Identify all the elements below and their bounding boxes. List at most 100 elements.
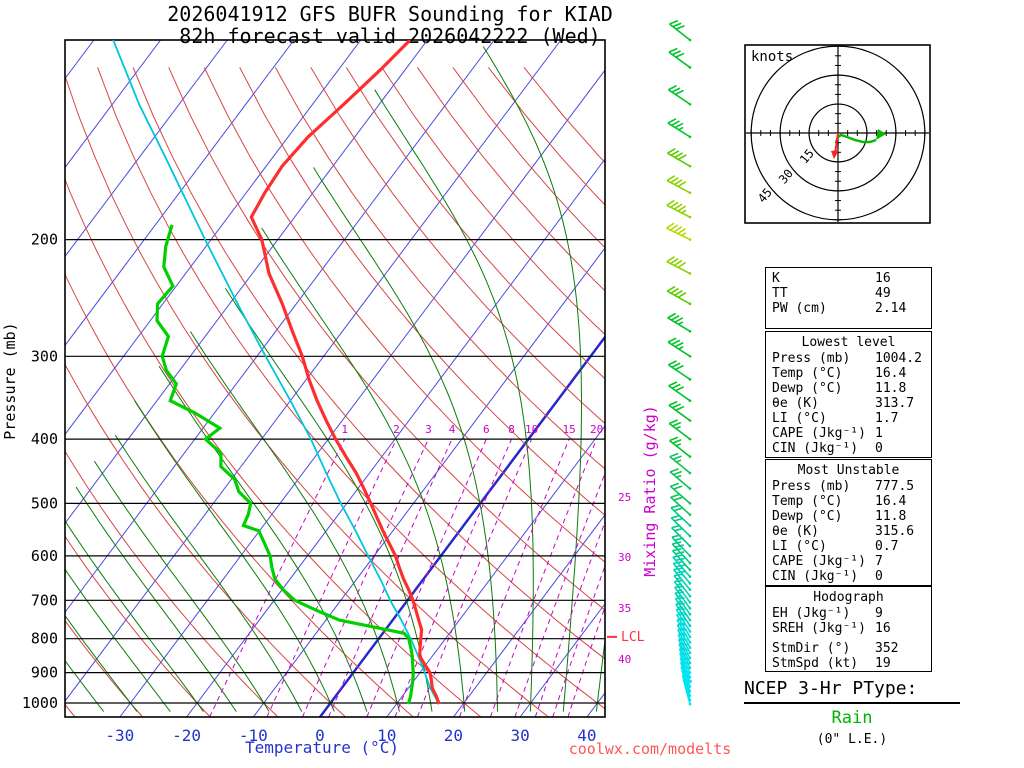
table-row: StmSpd (kt) 19 xyxy=(772,656,925,671)
mixing-ratio-label: 15 xyxy=(563,423,576,436)
stat-label: StmDir (°) xyxy=(772,641,851,656)
stat-label: Temp (°C) xyxy=(772,494,843,509)
stat-value: 2.14 xyxy=(875,301,907,316)
stat-label: Dewp (°C) xyxy=(772,509,843,524)
mixing-ratio-label: 3 xyxy=(425,423,432,436)
pressure-tick-label: 700 xyxy=(31,591,58,609)
table-row: Dewp (°C) 11.8 xyxy=(772,381,925,396)
temperature-tick-label: -10 xyxy=(239,726,268,745)
mixing-ratio-label: 6 xyxy=(483,423,490,436)
dewpoint-line xyxy=(155,224,415,705)
temperature-tick-label: -20 xyxy=(172,726,201,745)
temperature-line xyxy=(249,40,441,705)
mixing-ratio-label: 30 xyxy=(618,551,631,564)
table-row: Temp (°C) 16.4 xyxy=(772,366,925,381)
table-row: PW (cm) 2.14 xyxy=(772,301,925,316)
hodograph-table: Hodograph EH (Jkg⁻¹) 9 SREH (Jkg⁻¹) 16 Stm… xyxy=(765,586,932,672)
stat-value: 9 xyxy=(875,606,883,621)
mixing-ratio-label: 20 xyxy=(590,423,603,436)
temperature-tick-label: 10 xyxy=(377,726,396,745)
stat-value: 49 xyxy=(875,286,891,301)
stat-label: Press (mb) xyxy=(772,479,851,494)
temperature-tick-label: 20 xyxy=(444,726,463,745)
stat-value: 19 xyxy=(875,656,891,671)
stat-label: LI (°C) xyxy=(772,411,827,426)
table-row: Dewp (°C) 11.8 xyxy=(772,509,925,524)
stat-label: K xyxy=(772,271,780,286)
table-row: K 16 xyxy=(772,271,925,286)
mixing-ratio-label: 40 xyxy=(618,653,631,666)
stats-table: K 16 TT 49 PW (cm) 2.14 xyxy=(765,267,932,329)
stat-label: Temp (°C) xyxy=(772,366,843,381)
table-title: Hodograph xyxy=(813,590,884,605)
mixing-ratio-label: 1 xyxy=(341,423,348,436)
table-row: Press (mb) 777.5 xyxy=(772,479,925,494)
table-row: θe (K) 313.7 xyxy=(772,396,925,411)
pressure-axis-title: Pressure (mb) xyxy=(1,322,19,440)
watermark: coolwx.com/modelts xyxy=(568,740,732,758)
table-row: LI (°C) 1.7 xyxy=(772,411,925,426)
ptype-value: Rain xyxy=(831,708,873,728)
stat-label: θe (K) xyxy=(772,396,819,411)
mixing-ratio-label: 35 xyxy=(618,602,631,615)
table-row: SREH (Jkg⁻¹) 16 xyxy=(772,621,925,636)
table-row: Press (mb) 1004.2 xyxy=(772,351,925,366)
storm-motion-arrowhead xyxy=(831,150,839,159)
stat-label: SREH (Jkg⁻¹) xyxy=(772,621,866,636)
hodograph-ring xyxy=(750,45,926,221)
stat-label: StmSpd (kt) xyxy=(772,656,859,671)
stat-label: Press (mb) xyxy=(772,351,851,366)
mixing-ratio-label: 25 xyxy=(618,491,631,504)
stat-value: 1004.2 xyxy=(875,351,922,366)
parcel-trace-line xyxy=(112,40,440,705)
stat-value: 16 xyxy=(875,271,891,286)
stat-value: 0 xyxy=(875,441,883,456)
stat-value: 0.7 xyxy=(875,539,899,554)
table-row: TT 49 xyxy=(772,286,925,301)
stat-label: CIN (Jkg⁻¹) xyxy=(772,569,859,584)
ptype-heading: NCEP 3-Hr PType: xyxy=(744,678,960,704)
stat-value: 1.7 xyxy=(875,411,899,426)
temperature-tick-label: 30 xyxy=(511,726,530,745)
stat-label: CIN (Jkg⁻¹) xyxy=(772,441,859,456)
table-row: CIN (Jkg⁻¹) 0 xyxy=(772,569,925,584)
stat-label: TT xyxy=(772,286,788,301)
stat-value: 352 xyxy=(875,641,899,656)
stat-value: 7 xyxy=(875,554,883,569)
stat-value: 777.5 xyxy=(875,479,915,494)
page-title: 2026041912 GFS BUFR Sounding for KIAD xyxy=(167,2,613,26)
hodograph-trace xyxy=(834,133,877,144)
stat-value: 313.7 xyxy=(875,396,915,411)
stat-value: 16.4 xyxy=(875,494,907,509)
stat-value: 16.4 xyxy=(875,366,907,381)
stat-label: EH (Jkg⁻¹) xyxy=(772,606,851,621)
lowest-level-table: Lowest level Press (mb) 1004.2 Temp (°C) 1… xyxy=(765,331,932,458)
stat-value: 315.6 xyxy=(875,524,915,539)
mixing-ratio-label: 8 xyxy=(508,423,515,436)
pressure-tick-label: 1000 xyxy=(22,694,58,712)
pressure-tick-label: 800 xyxy=(31,630,58,648)
hodograph-trace-flag xyxy=(876,129,886,140)
sounding-profiles xyxy=(112,40,441,705)
skewt-background xyxy=(65,40,605,717)
ptype-extra: (0" L.E.) xyxy=(816,732,888,747)
stat-value: 0 xyxy=(875,569,883,584)
hodograph-units-label: knots xyxy=(751,49,794,65)
table-row: CAPE (Jkg⁻¹) 7 xyxy=(772,554,925,569)
table-row: CAPE (Jkg⁻¹) 1 xyxy=(772,426,925,441)
lcl-label: LCL xyxy=(621,630,645,645)
mixing-ratio-label: 2 xyxy=(393,423,400,436)
stat-label: Dewp (°C) xyxy=(772,381,843,396)
mixing-ratio-label: 4 xyxy=(449,423,456,436)
pressure-tick-label: 900 xyxy=(31,664,58,682)
stat-value: 11.8 xyxy=(875,381,907,396)
table-title: Lowest level xyxy=(801,335,896,350)
hodograph-ring xyxy=(808,103,868,163)
temperature-tick-label: 0 xyxy=(315,726,325,745)
axis-tick-labels: 200 300 400 500 600 700 800 900 1000 -30 -20 -10 0 10… xyxy=(22,231,631,745)
stat-label: CAPE (Jkg⁻¹) xyxy=(772,426,866,441)
pressure-tick-label: 200 xyxy=(31,231,58,249)
